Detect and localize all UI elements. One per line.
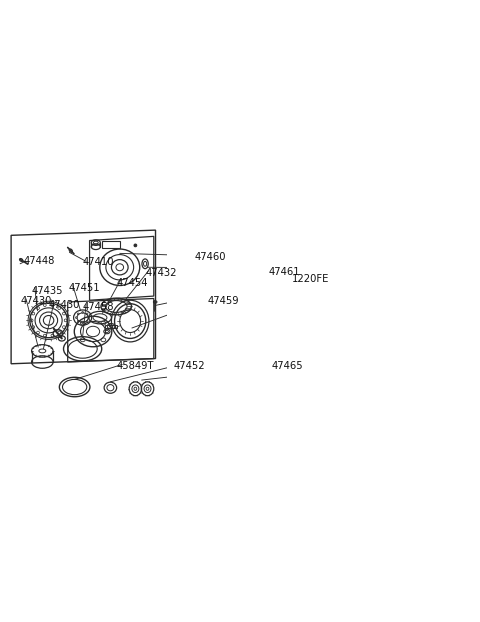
- Text: 47452: 47452: [174, 361, 205, 371]
- Text: 47461: 47461: [269, 267, 300, 277]
- Text: 47430: 47430: [48, 300, 80, 310]
- Text: 47465: 47465: [272, 361, 303, 371]
- Text: 47454: 47454: [116, 277, 148, 287]
- Text: 47410: 47410: [83, 257, 114, 267]
- Text: 47435: 47435: [32, 285, 63, 295]
- Text: 45849T: 45849T: [116, 361, 154, 371]
- Text: 47451: 47451: [69, 283, 100, 293]
- Text: 47460: 47460: [194, 252, 226, 262]
- Text: 47432: 47432: [145, 268, 177, 278]
- Bar: [105, 325, 117, 328]
- Circle shape: [134, 244, 137, 247]
- Text: 47448: 47448: [24, 256, 55, 266]
- Text: 47430: 47430: [21, 296, 52, 306]
- Text: 47458: 47458: [83, 302, 114, 312]
- Text: 47459: 47459: [207, 296, 239, 306]
- Bar: [102, 241, 120, 248]
- Text: 1220FE: 1220FE: [291, 274, 329, 284]
